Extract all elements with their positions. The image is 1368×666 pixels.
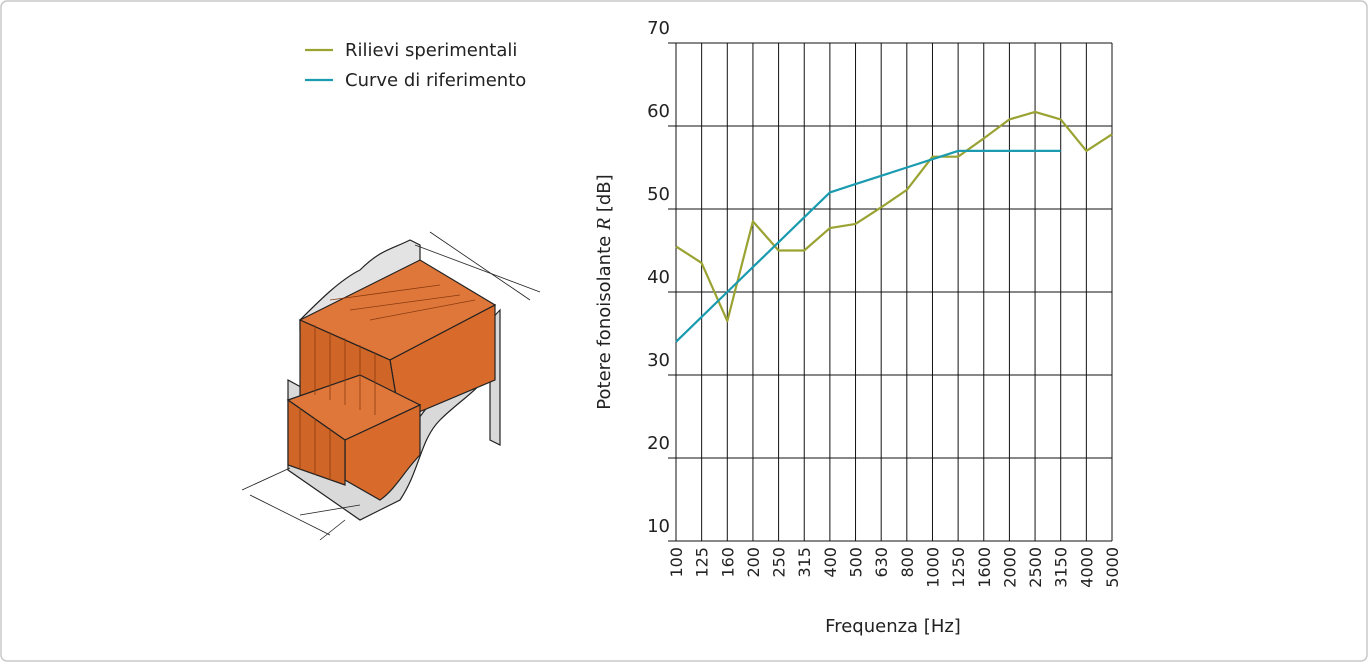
data-line	[675, 149, 1061, 343]
x-tick-label: 1250	[949, 547, 968, 588]
y-axis-title: Potere fonoisolante R [dB]	[593, 174, 615, 409]
y-tick-label: 50	[647, 184, 670, 205]
y-axis-title-part: [dB]	[594, 174, 615, 218]
x-tick-label: 125	[693, 547, 712, 578]
y-tick-label: 20	[647, 433, 670, 454]
x-tick-label: 250	[770, 547, 789, 578]
data-line	[675, 110, 1113, 323]
y-tick-label: 60	[647, 101, 670, 122]
y-axis-title-part: Potere fonoisolante	[594, 230, 615, 410]
x-tick-label: 1600	[975, 547, 994, 588]
plot: 10 20 30 40 50 60 70 100 125 160 200 250 315 400 500 63…	[647, 18, 1122, 588]
x-tick-label: 5000	[1103, 547, 1122, 588]
wall-illustration	[241, 231, 541, 541]
x-tick-label: 4000	[1077, 547, 1096, 588]
legend: Rilievi sperimentali Curve di riferimento	[305, 40, 526, 91]
x-tick-label: 400	[821, 547, 840, 578]
y-tick-label: 70	[647, 18, 670, 39]
x-tick-label: 160	[718, 547, 737, 578]
y-tick-label: 30	[647, 350, 670, 371]
x-tick-label: 500	[847, 547, 866, 578]
x-tick-label: 630	[872, 547, 891, 578]
x-tick-label: 100	[667, 547, 686, 578]
y-axis-title-symbol: R	[593, 218, 615, 231]
x-tick-label: 200	[744, 547, 763, 578]
y-tick-label: 10	[647, 516, 670, 537]
x-tick-label: 1000	[923, 547, 942, 588]
x-tick-label: 800	[898, 547, 917, 578]
x-tick-label: 2500	[1026, 547, 1045, 588]
x-tick-label: 2000	[1000, 547, 1019, 588]
y-tick-label: 40	[647, 267, 670, 288]
legend-label: Curve di riferimento	[345, 70, 526, 91]
x-axis-title: Frequenza [Hz]	[825, 616, 961, 637]
legend-label: Rilievi sperimentali	[345, 40, 517, 61]
x-tick-label: 315	[795, 547, 814, 578]
x-tick-label: 3150	[1052, 547, 1071, 588]
